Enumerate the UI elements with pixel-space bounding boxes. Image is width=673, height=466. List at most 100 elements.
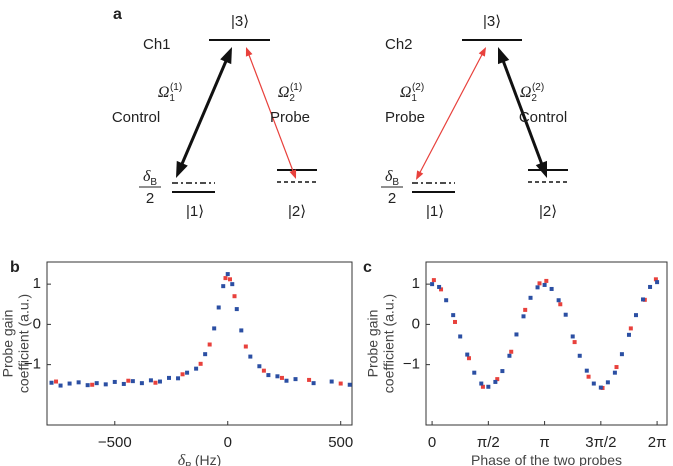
data-point <box>275 374 280 379</box>
x-tick-label: 3π/2 <box>585 434 616 451</box>
data-point <box>230 282 235 287</box>
panel-label: b <box>10 259 20 276</box>
level-label: |1⟩ <box>426 203 444 220</box>
channel-name: Ch1 <box>143 36 171 53</box>
data-point <box>458 334 463 339</box>
data-point <box>605 380 610 385</box>
coupling-symbol-part: Ω <box>520 84 532 101</box>
transition-label: Probe <box>385 109 425 126</box>
y-tick-label: 0 <box>412 315 420 332</box>
data-point <box>198 361 203 366</box>
y-axis-label: Probe gain <box>0 310 16 378</box>
data-point <box>439 287 444 292</box>
data-point <box>167 375 171 380</box>
transition-label: Control <box>519 109 567 126</box>
detuning-part: B <box>150 177 157 188</box>
data-point <box>94 381 99 386</box>
data-point <box>598 385 603 390</box>
x-tick-label: π <box>539 434 549 451</box>
coupling-symbol-part: 1 <box>169 93 175 104</box>
data-point <box>266 373 271 378</box>
data-point <box>591 381 596 386</box>
data-point <box>228 277 232 282</box>
arrow-head <box>535 160 548 178</box>
data-point <box>641 297 646 302</box>
detuning-denominator: 2 <box>388 190 396 207</box>
arrow-head <box>245 47 253 57</box>
arrow-head <box>497 47 510 65</box>
data-point <box>563 312 568 317</box>
data-point <box>307 377 312 382</box>
transition-label: Control <box>112 109 160 126</box>
data-point <box>558 302 563 307</box>
data-point <box>653 277 658 282</box>
data-point <box>311 381 316 386</box>
y-tick-label: −1 <box>403 356 420 373</box>
data-point <box>347 382 352 387</box>
x-tick-label: 0 <box>428 434 436 451</box>
x-tick-label: 2π <box>648 434 667 451</box>
data-point <box>535 285 540 290</box>
transition-arrow <box>247 53 295 173</box>
data-point <box>103 382 108 387</box>
transition-label: Probe <box>270 109 310 126</box>
data-point <box>58 383 63 388</box>
arrow-head <box>478 47 486 57</box>
coupling-symbol: Ω1(1) <box>158 82 182 104</box>
data-point <box>223 276 228 281</box>
coupling-symbol: Ω1(2) <box>400 82 424 104</box>
y-tick-label: 1 <box>412 275 420 292</box>
plot-frame <box>425 261 668 426</box>
level-label: |3⟩ <box>231 13 249 30</box>
transition-arrow <box>179 58 229 167</box>
data-point <box>584 368 589 373</box>
x-tick-label: 0 <box>224 434 232 451</box>
data-point <box>180 372 185 377</box>
coupling-symbol-part: Ω <box>400 84 412 101</box>
data-point <box>480 384 485 389</box>
data-point <box>453 319 458 324</box>
x-axis-label-part: δ <box>178 452 186 466</box>
data-point <box>572 340 577 345</box>
panel-label: a <box>113 6 122 23</box>
x-axis-label-part: (Hz) <box>195 452 221 466</box>
level-label: |2⟩ <box>539 203 557 220</box>
y-axis-label: Probe gain <box>365 310 381 378</box>
level-label: |3⟩ <box>483 13 501 30</box>
y-axis-label: coefficient (a.u.) <box>16 294 32 393</box>
data-point <box>612 370 617 375</box>
data-point <box>509 349 514 354</box>
arrow-head <box>416 170 424 180</box>
y-tick-label: −1 <box>24 356 41 373</box>
data-point <box>619 352 624 357</box>
data-point <box>521 314 526 319</box>
data-point <box>614 365 619 370</box>
data-point <box>239 328 244 333</box>
data-point <box>514 332 519 337</box>
y-tick-label: 0 <box>33 315 41 332</box>
x-tick-label: 500 <box>328 434 353 451</box>
data-point <box>628 326 633 331</box>
data-point <box>176 376 181 381</box>
y-tick-label: 1 <box>33 275 41 292</box>
y-axis-label: coefficient (a.u.) <box>381 294 397 393</box>
x-tick-label: −500 <box>98 434 132 451</box>
data-point <box>284 378 289 383</box>
data-point <box>221 284 226 289</box>
data-point <box>437 284 442 289</box>
data-point <box>212 326 217 331</box>
coupling-symbol-part: Ω <box>278 84 290 101</box>
data-point <box>655 280 660 285</box>
data-point <box>185 370 190 375</box>
data-point <box>67 381 72 386</box>
data-point <box>633 313 638 318</box>
data-point <box>570 334 575 339</box>
coupling-symbol-part: (2) <box>532 82 544 93</box>
data-point <box>542 282 547 287</box>
coupling-symbol-part: (2) <box>412 82 424 93</box>
data-point <box>495 377 500 382</box>
data-point <box>479 381 484 386</box>
level-label: |2⟩ <box>288 203 306 220</box>
data-point <box>90 382 95 387</box>
data-point <box>556 298 561 303</box>
